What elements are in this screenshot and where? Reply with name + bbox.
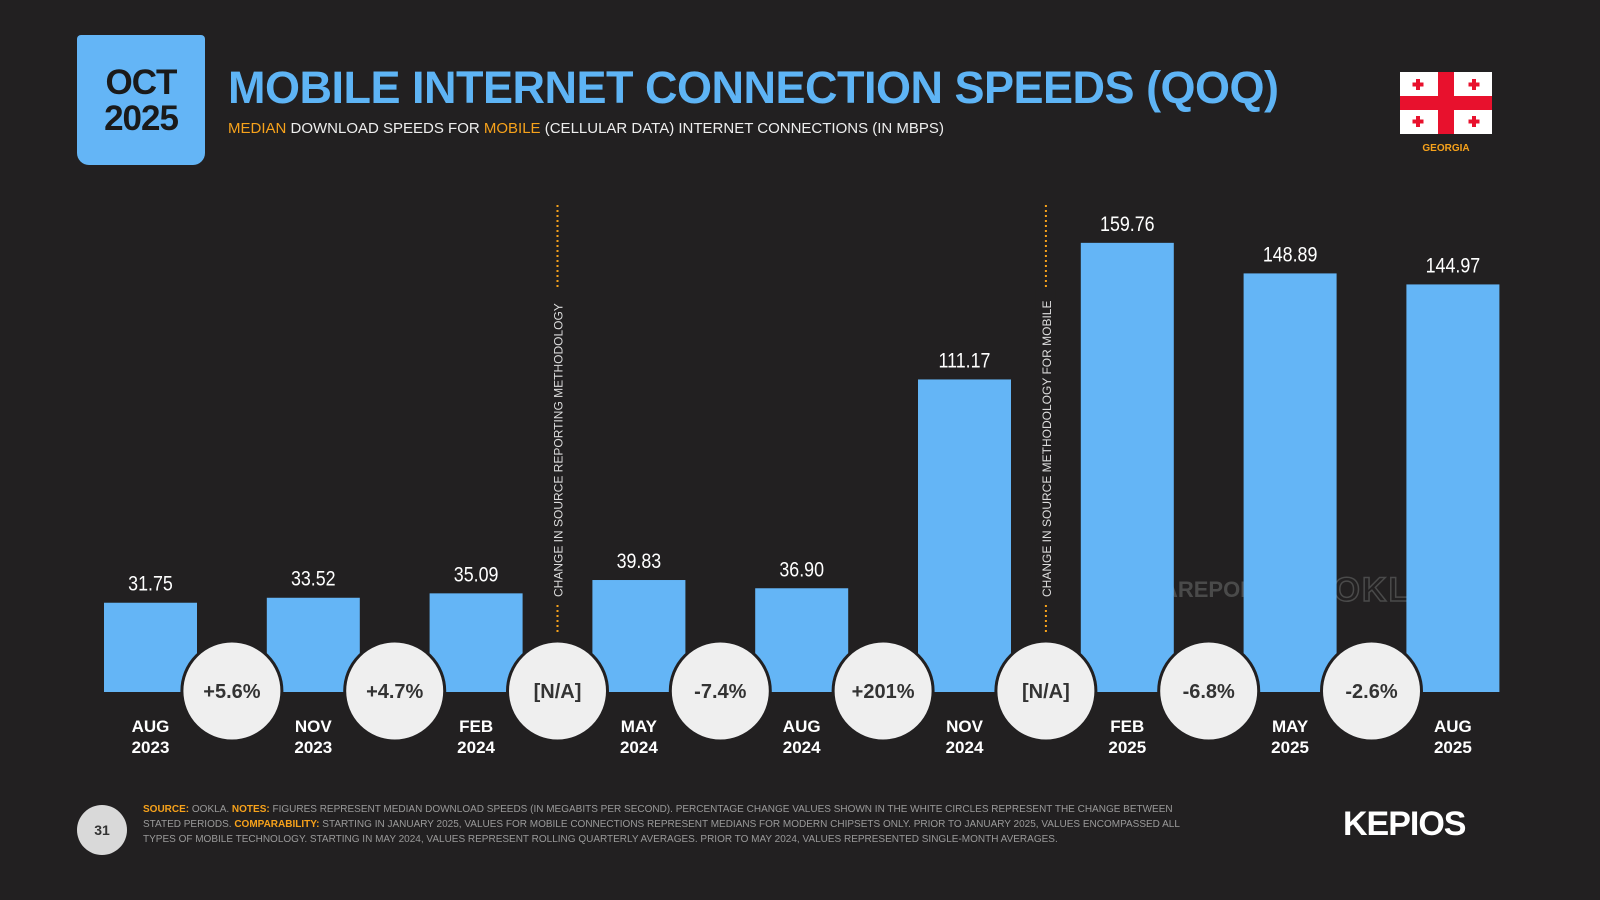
bar: [918, 379, 1011, 692]
chart-subtitle: MEDIAN DOWNLOAD SPEEDS FOR MOBILE (CELLU…: [228, 120, 944, 137]
change-circle: [994, 639, 1098, 743]
bar: [429, 593, 523, 692]
bar: [755, 588, 849, 692]
date-box: OCT 2025: [77, 35, 205, 165]
note-part: COMPARABILITY:: [234, 819, 320, 830]
x-tick-label: AUG 2025: [1433, 717, 1472, 757]
change-circle: [668, 639, 772, 743]
bar: [1243, 273, 1337, 692]
change-circle: [831, 639, 935, 743]
change-label: [N/A]: [1022, 681, 1070, 703]
date-month: OCT: [105, 63, 178, 102]
value-label: 36.90: [779, 558, 824, 582]
change-label: -2.6%: [1345, 681, 1397, 703]
date-year: 2025: [104, 99, 179, 138]
change-circle: [1320, 639, 1423, 743]
subtitle-part: DOWNLOAD SPEEDS FOR: [286, 120, 484, 137]
note-part: FIGURES REPRESENT MEDIAN DOWNLOAD SPEEDS…: [143, 804, 1173, 830]
change-label: +4.7%: [366, 681, 423, 703]
x-tick-label: AUG 2023: [131, 717, 170, 757]
x-tick-label: FEB 2025: [1108, 717, 1147, 757]
change-circle: [180, 639, 284, 743]
value-label: 144.97: [1426, 254, 1481, 278]
page-number: 31: [77, 805, 127, 855]
divider-gap: [547, 290, 568, 602]
subtitle-part: (CELLULAR DATA) INTERNET CONNECTIONS (IN…: [540, 120, 944, 137]
note-part: OOKLA.: [189, 804, 232, 815]
x-tick-label: NOV 2024: [945, 717, 984, 757]
x-tick-label: FEB 2024: [457, 717, 495, 757]
value-label: 33.52: [291, 567, 336, 591]
flag: [1400, 72, 1492, 134]
x-tick-label: MAY 2024: [619, 717, 658, 757]
note-part: NOTES:: [231, 804, 270, 815]
annotation: CHANGE IN SOURCE METHODOLOGY FOR MOBILE: [1040, 301, 1054, 597]
change-circle: [1157, 639, 1261, 743]
note-part: STARTING IN JANUARY 2025, VALUES FOR MOB…: [143, 819, 1180, 845]
change-label: -6.8%: [1183, 681, 1235, 703]
x-tick-label: AUG 2024: [782, 717, 821, 757]
value-label: 35.09: [454, 563, 499, 587]
annotation: CHANGE IN SOURCE REPORTING METHODOLOGY: [552, 303, 566, 597]
divider-gap: [1035, 290, 1056, 602]
change-label: -7.4%: [694, 681, 746, 703]
chart-title: MOBILE INTERNET CONNECTION SPEEDS (QOQ): [228, 62, 1279, 113]
note-part: SOURCE:: [143, 804, 190, 815]
change-label: +5.6%: [203, 681, 260, 703]
bar: [592, 580, 686, 692]
country-label: GEORGIA: [1422, 143, 1470, 154]
brand-logo: KEPIOS: [1343, 805, 1466, 843]
footnote: SOURCE: OOKLA. NOTES: FIGURES REPRESENT …: [143, 802, 1213, 847]
value-label: 31.75: [128, 572, 173, 596]
change-circle: [343, 639, 447, 743]
value-label: 39.83: [617, 550, 662, 574]
change-circle: [506, 639, 609, 743]
subtitle-part: MOBILE: [483, 120, 541, 137]
bar: [266, 597, 360, 692]
value-label: 159.76: [1100, 213, 1155, 237]
bar: [1406, 284, 1500, 692]
value-label: 111.17: [939, 349, 991, 373]
value-label: 148.89: [1263, 243, 1318, 267]
x-tick-label: NOV 2023: [294, 717, 333, 757]
change-label: +201%: [852, 681, 915, 703]
bar: [104, 602, 197, 692]
x-tick-label: MAY 2025: [1271, 717, 1309, 757]
bar: [1080, 242, 1174, 692]
change-label: [N/A]: [534, 681, 582, 703]
subtitle-part: MEDIAN: [228, 120, 287, 137]
